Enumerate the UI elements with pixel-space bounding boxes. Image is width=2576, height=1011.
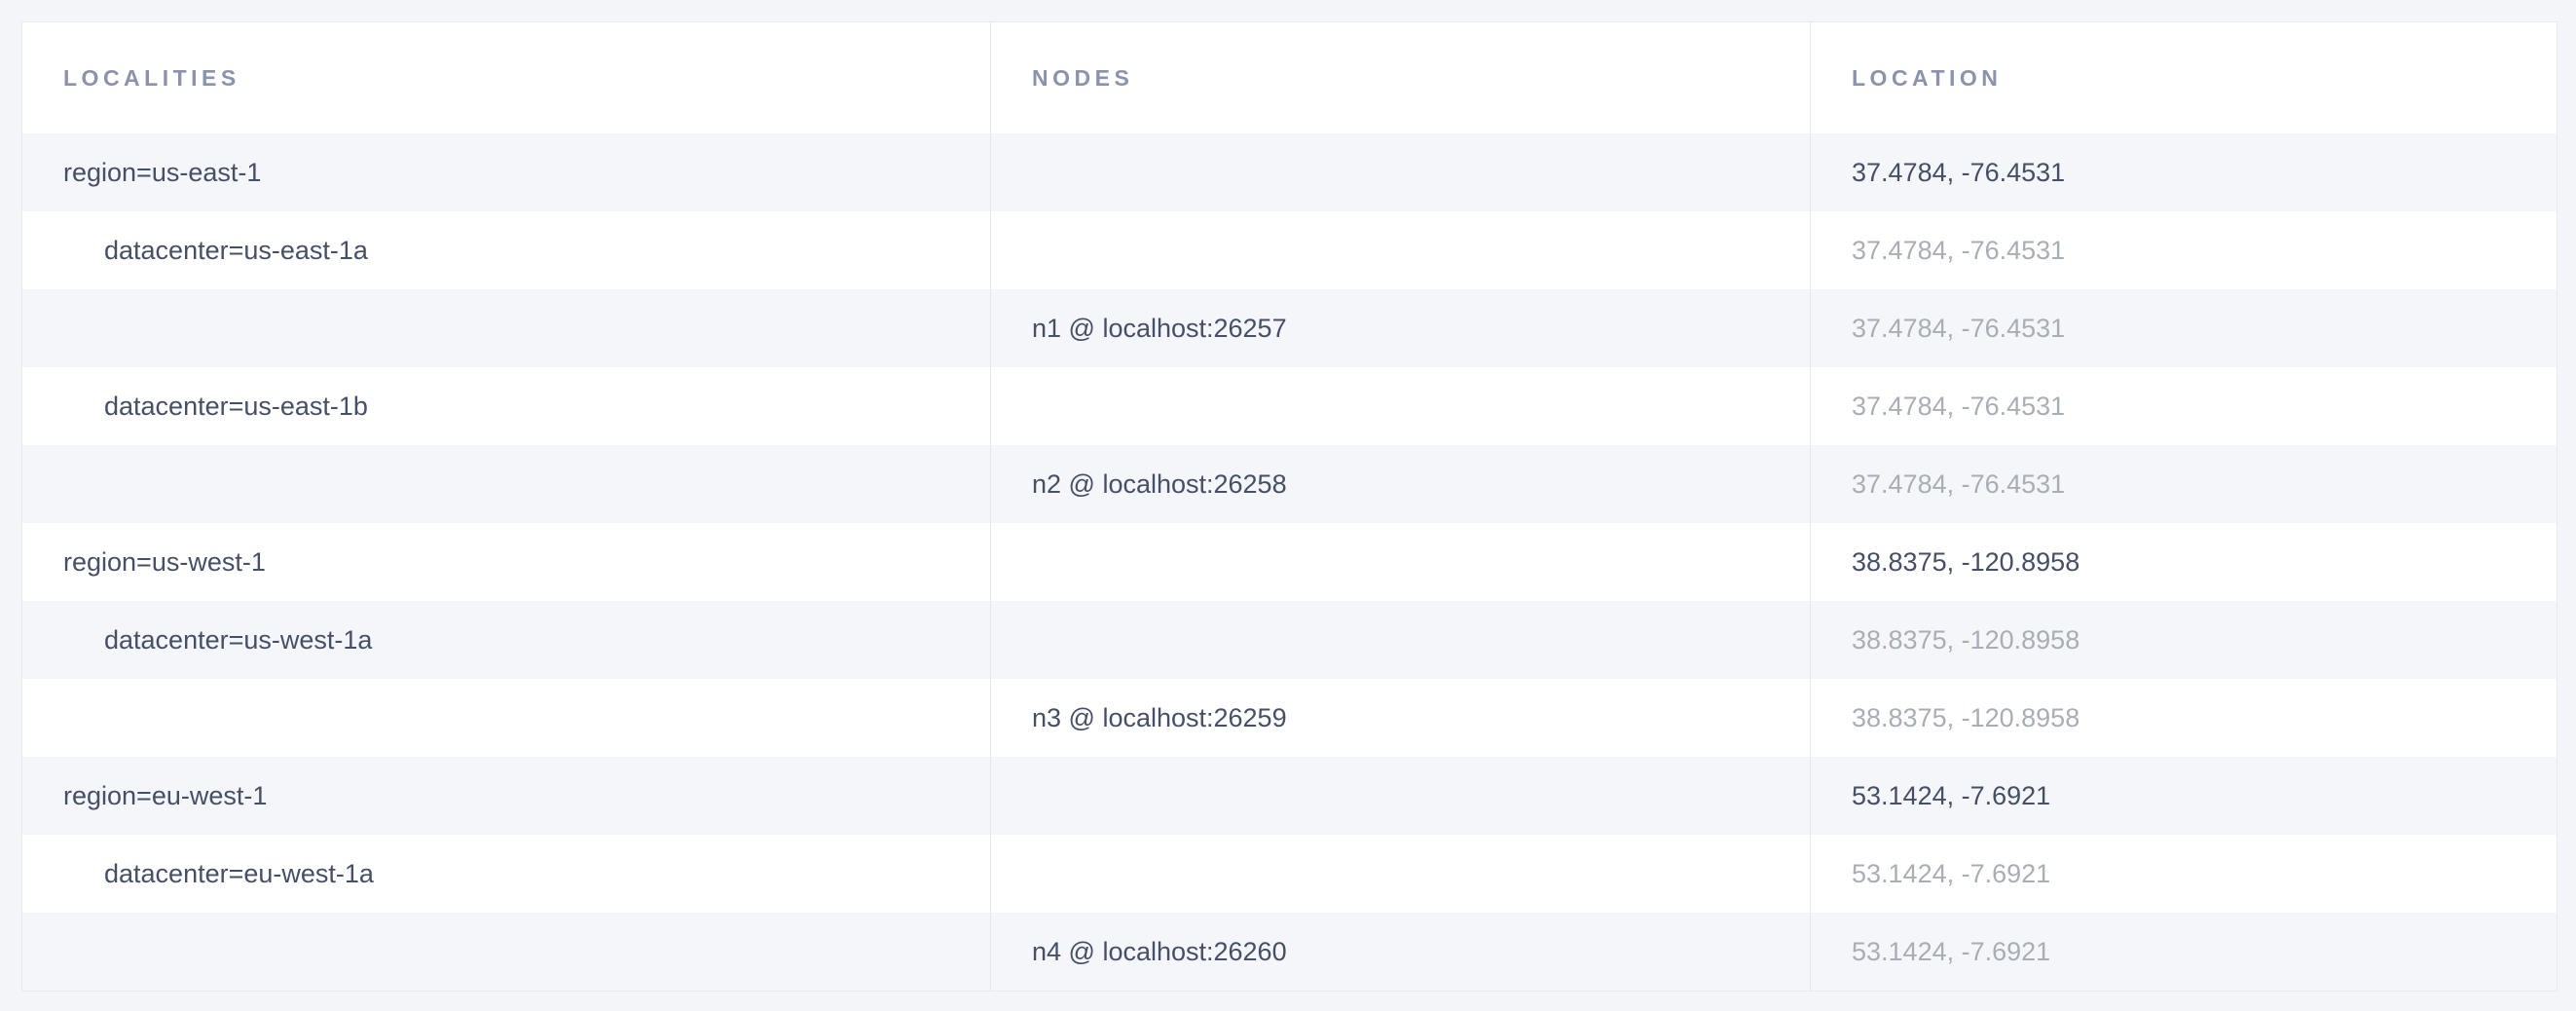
locality-label: region=us-east-1 xyxy=(63,157,262,187)
node-cell xyxy=(990,835,1811,913)
locality-cell: region=us-west-1 xyxy=(21,523,991,601)
location-cell: 37.4784, -76.4531 xyxy=(1810,211,2558,289)
location-cell: 37.4784, -76.4531 xyxy=(1810,367,2558,445)
locality-cell xyxy=(21,289,991,367)
node-cell xyxy=(990,757,1811,835)
localities-table: LOCALITIES NODES LOCATION region=us-east… xyxy=(21,21,2558,992)
column-header-nodes: NODES xyxy=(990,21,1811,133)
location-cell: 38.8375, -120.8958 xyxy=(1810,679,2558,757)
table-row: n3 @ localhost:26259 38.8375, -120.8958 xyxy=(21,679,2558,757)
location-cell: 53.1424, -7.6921 xyxy=(1810,835,2558,913)
table-row: datacenter=us-west-1a 38.8375, -120.8958 xyxy=(21,601,2558,679)
locality-label: region=eu-west-1 xyxy=(63,780,268,810)
location-cell: 37.4784, -76.4531 xyxy=(1810,289,2558,367)
location-label: 37.4784, -76.4531 xyxy=(1852,235,2066,265)
locality-label: datacenter=us-west-1a xyxy=(104,624,373,655)
table-row: datacenter=us-east-1a 37.4784, -76.4531 xyxy=(21,211,2558,289)
table-row: n4 @ localhost:26260 53.1424, -7.6921 xyxy=(21,913,2558,992)
table-row: region=us-east-1 37.4784, -76.4531 xyxy=(21,133,2558,211)
locality-cell xyxy=(21,913,991,992)
location-cell: 38.8375, -120.8958 xyxy=(1810,601,2558,679)
location-label: 53.1424, -7.6921 xyxy=(1852,858,2051,888)
locality-label: datacenter=us-east-1a xyxy=(104,235,368,265)
location-cell: 38.8375, -120.8958 xyxy=(1810,523,2558,601)
node-cell xyxy=(990,523,1811,601)
location-label: 53.1424, -7.6921 xyxy=(1852,936,2051,966)
location-label: 37.4784, -76.4531 xyxy=(1852,391,2066,421)
locality-cell: region=us-east-1 xyxy=(21,133,991,211)
location-label: 37.4784, -76.4531 xyxy=(1852,468,2066,499)
location-label: 38.8375, -120.8958 xyxy=(1852,702,2080,732)
table-header-row: LOCALITIES NODES LOCATION xyxy=(21,21,2558,133)
node-cell: n4 @ localhost:26260 xyxy=(990,913,1811,992)
locality-cell: datacenter=us-west-1a xyxy=(21,601,991,679)
column-header-location: LOCATION xyxy=(1810,21,2558,133)
locality-cell xyxy=(21,445,991,523)
node-label: n2 @ localhost:26258 xyxy=(1032,468,1287,499)
table-row: region=eu-west-1 53.1424, -7.6921 xyxy=(21,757,2558,835)
node-cell: n2 @ localhost:26258 xyxy=(990,445,1811,523)
node-cell xyxy=(990,367,1811,445)
node-cell xyxy=(990,601,1811,679)
node-label: n1 @ localhost:26257 xyxy=(1032,313,1287,343)
locality-label: region=us-west-1 xyxy=(63,546,266,577)
node-label: n3 @ localhost:26259 xyxy=(1032,702,1287,732)
table-row: datacenter=eu-west-1a 53.1424, -7.6921 xyxy=(21,835,2558,913)
location-label: 37.4784, -76.4531 xyxy=(1852,313,2066,343)
locality-label: datacenter=us-east-1b xyxy=(104,391,368,421)
locality-cell: datacenter=us-east-1b xyxy=(21,367,991,445)
table-row: region=us-west-1 38.8375, -120.8958 xyxy=(21,523,2558,601)
locality-cell: datacenter=eu-west-1a xyxy=(21,835,991,913)
location-cell: 53.1424, -7.6921 xyxy=(1810,913,2558,992)
locality-cell xyxy=(21,679,991,757)
locality-cell: region=eu-west-1 xyxy=(21,757,991,835)
table-row: datacenter=us-east-1b 37.4784, -76.4531 xyxy=(21,367,2558,445)
location-cell: 37.4784, -76.4531 xyxy=(1810,445,2558,523)
node-cell: n1 @ localhost:26257 xyxy=(990,289,1811,367)
node-cell xyxy=(990,211,1811,289)
node-label: n4 @ localhost:26260 xyxy=(1032,936,1287,966)
node-cell: n3 @ localhost:26259 xyxy=(990,679,1811,757)
locality-label: datacenter=eu-west-1a xyxy=(104,858,374,888)
location-cell: 37.4784, -76.4531 xyxy=(1810,133,2558,211)
locality-cell: datacenter=us-east-1a xyxy=(21,211,991,289)
location-label: 53.1424, -7.6921 xyxy=(1852,780,2051,810)
node-cell xyxy=(990,133,1811,211)
column-header-localities: LOCALITIES xyxy=(21,21,991,133)
location-cell: 53.1424, -7.6921 xyxy=(1810,757,2558,835)
table-row: n2 @ localhost:26258 37.4784, -76.4531 xyxy=(21,445,2558,523)
location-label: 38.8375, -120.8958 xyxy=(1852,546,2080,577)
location-label: 37.4784, -76.4531 xyxy=(1852,157,2066,187)
table-row: n1 @ localhost:26257 37.4784, -76.4531 xyxy=(21,289,2558,367)
location-label: 38.8375, -120.8958 xyxy=(1852,624,2080,655)
